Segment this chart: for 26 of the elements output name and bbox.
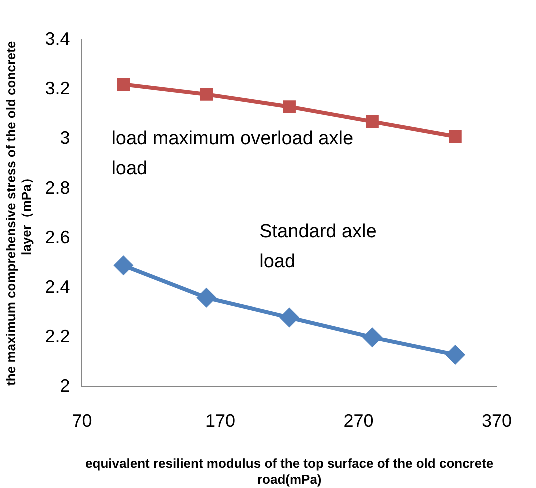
y-tick-label: 2.2 [45,326,70,347]
series-label: Standard axle load [260,221,377,272]
y-tick-label: 2.8 [45,178,70,198]
point [283,100,296,114]
x-tick-label: 170 [205,410,236,431]
y-tick-label: 3.2 [45,78,70,99]
series-label: load maximum overload axle load [112,128,354,180]
y-tick-label: 2.4 [45,276,70,297]
point [114,256,134,276]
point [196,288,217,308]
point [362,328,383,348]
point [117,78,130,92]
x-tick-label: 370 [482,410,512,431]
point [446,344,466,365]
x-tick-label: 70 [72,410,92,431]
y-tick-label: 2 [60,376,70,396]
point [449,130,462,144]
y-tick-label: 2.6 [45,227,70,248]
x-tick-label: 270 [344,410,374,431]
point [280,308,300,328]
y-tick-label: 3.4 [45,28,70,49]
point [366,115,379,128]
point [200,88,214,101]
x-axis-title: equivalent resilient modulus of the top surface of the old concrete road(mPa) [86,456,494,487]
y-tick-label: 3 [60,128,70,148]
y-axis-title: the maximum comprehensive stress of the old concrete layer（mPa） [3,41,34,386]
